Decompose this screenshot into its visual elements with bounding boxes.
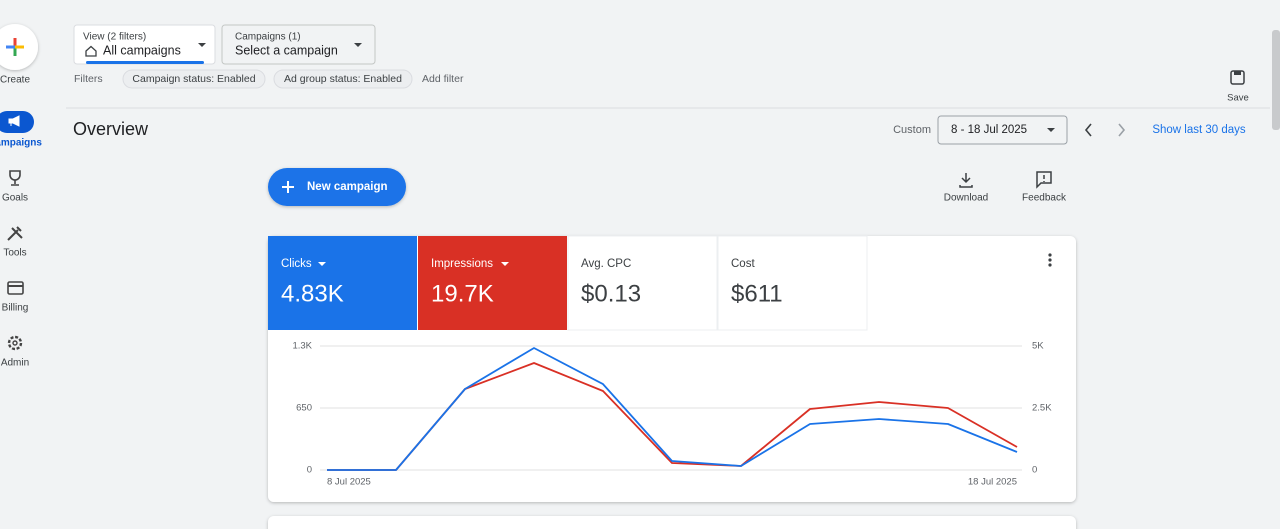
dropdown-arrow [198,43,206,47]
metric-name: Impressions [431,258,493,270]
show-last-link[interactable]: Show last 30 days [1152,124,1246,136]
download-label: Download [944,193,988,204]
filter-chip-text: Ad group status: Enabled [284,73,402,85]
new-campaign-button[interactable]: New campaign [268,168,406,206]
dot [1048,263,1052,267]
view-filter[interactable]: View (2 filters) All campaigns [73,24,216,65]
metric-tile[interactable]: Clicks 4.83K [268,236,417,330]
view-filter-underline [86,61,204,64]
dropdown-arrow [501,262,509,266]
download-icon [959,173,973,188]
new-campaign-label: New campaign [307,181,388,193]
page-title: Overview [73,119,149,139]
nav-goals[interactable]: Goals [2,193,28,204]
view-filter-value: All campaigns [103,43,181,57]
metric-tile-bg [567,235,718,331]
billing-icon [7,281,24,295]
series-line [327,347,1018,471]
y2-tick-label: 2.5K [1032,403,1052,414]
metric-tile-bg [268,236,417,330]
next-card [268,516,1076,529]
nav-admin[interactable]: Admin [1,358,29,369]
dropdown-arrow [354,43,362,47]
dot [1048,258,1052,262]
y2-tick-label: 5K [1032,341,1044,352]
date-box [937,115,1068,145]
metric-name: Avg. CPC [581,258,631,270]
metric-tile-bg [717,235,868,331]
nav-tools[interactable]: Tools [3,248,26,259]
filters-label: Filters [74,73,103,85]
metric-value: 4.83K [281,280,344,307]
dot [1048,253,1052,257]
campaign-filter-box [221,24,376,65]
filter-chip[interactable] [273,69,413,89]
view-filter-label: View (2 filters) [83,32,146,43]
create-button[interactable] [0,24,38,70]
admin-icon [7,335,23,351]
nav-billing[interactable]: Billing [2,303,29,314]
x-tick-label: 18 Jul 2025 [968,477,1017,488]
feedback-button[interactable]: Feedback [1022,171,1067,204]
create-label[interactable]: Create [0,75,30,86]
metric-tile[interactable]: Cost $611 [717,235,868,331]
date-mode: Custom [893,124,931,136]
prev-period[interactable] [1084,123,1092,137]
y-tick-label: 1.3K [292,341,312,352]
feedback-label: Feedback [1022,193,1067,204]
x-tick-label: 8 Jul 2025 [327,477,371,488]
metric-name: Clicks [281,258,312,270]
admin-icon-center [12,340,18,346]
metric-tile[interactable]: Impressions 19.7K [418,236,567,330]
nav-campaigns[interactable]: Campaigns [0,138,42,149]
add-filter[interactable]: Add filter [422,73,464,85]
metric-value: $0.13 [581,280,641,307]
metric-tile[interactable]: Avg. CPC $0.13 [567,235,718,331]
date-picker[interactable]: 8 - 18 Jul 2025 [937,115,1068,145]
line-chart: 0 650 1.3K 0 2.5K 5K 8 Jul 2025 18 Jul 2025 [292,341,1052,488]
y2-tick-label: 0 [1032,465,1037,476]
metric-tile-bg [418,236,567,330]
goals-icon [9,170,21,186]
next-period[interactable] [1118,123,1126,137]
save-icon-part [1234,71,1241,75]
download-button[interactable]: Download [944,173,988,204]
campaign-filter-label: Campaigns (1) [235,32,301,43]
y-tick-label: 650 [296,403,312,414]
more-menu[interactable] [1048,253,1052,267]
save-button[interactable]: Save [1227,70,1249,104]
home-icon [85,45,97,57]
campaigns-icon [8,115,20,127]
tools-icon [7,226,23,241]
metric-value: $611 [731,280,783,307]
new-campaign-bg [268,168,406,206]
metric-name: Cost [731,258,755,270]
campaign-filter[interactable]: Campaigns (1) Select a campaign [221,24,376,65]
y-tick-label: 0 [307,465,312,476]
date-range: 8 - 18 Jul 2025 [951,124,1027,136]
dropdown-arrow [1047,128,1055,132]
feedback-icon [1036,171,1052,189]
plus-icon [282,181,294,193]
metric-value: 19.7K [431,280,494,307]
scrollbar[interactable] [1272,30,1280,130]
campaign-filter-value: Select a campaign [235,43,338,57]
filter-chip[interactable] [122,69,266,89]
dropdown-arrow [318,262,326,266]
save-label: Save [1227,93,1249,104]
filter-chip-text: Campaign status: Enabled [132,73,255,85]
